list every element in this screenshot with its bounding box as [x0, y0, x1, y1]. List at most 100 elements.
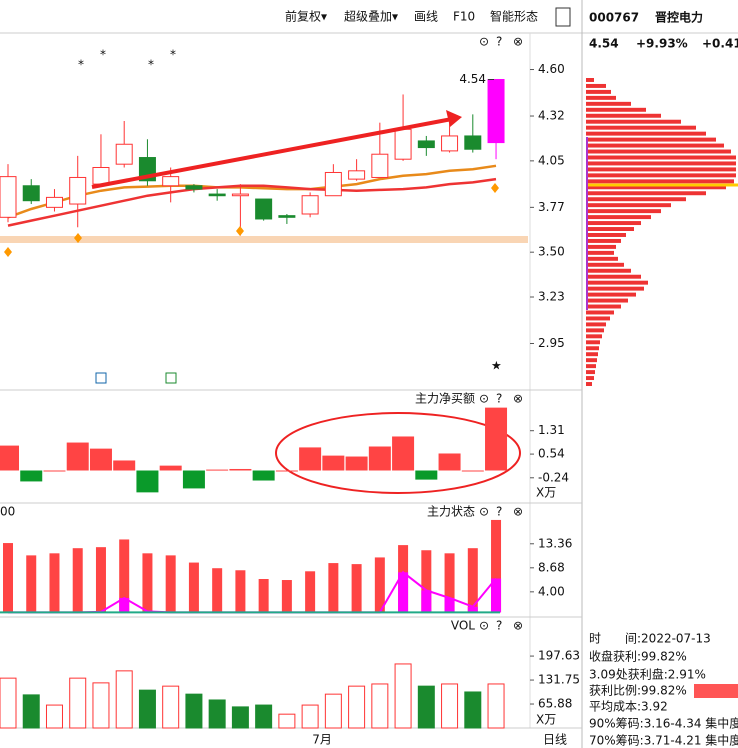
bar — [258, 579, 269, 613]
volume-bar — [69, 677, 87, 729]
y-tick-label: 4.00 — [538, 584, 565, 598]
chip-bar — [586, 262, 624, 267]
y-tick-label: 3.77 — [538, 200, 565, 214]
toolbar-button[interactable]: F10 — [453, 10, 475, 24]
panel-title: 主力状态 — [427, 505, 475, 519]
panel-icon[interactable]: ? — [496, 392, 502, 406]
chip-bar — [586, 286, 644, 291]
bar — [252, 470, 275, 481]
volume-bar — [185, 693, 203, 729]
stock-code: 000767 — [589, 11, 639, 25]
signal-marker — [4, 247, 12, 257]
chip-info: 时 间:2022-07-13 — [589, 632, 711, 646]
bar — [491, 519, 502, 613]
candle-body — [394, 128, 412, 160]
panel-icon[interactable]: ⊙ — [479, 619, 489, 633]
volume-bar — [487, 683, 505, 729]
candle-body — [92, 166, 110, 185]
candle-body — [208, 193, 226, 197]
y-tick-label: 4.60 — [538, 62, 565, 76]
volume-bar — [301, 704, 319, 729]
bar — [72, 548, 83, 613]
chip-bar — [586, 256, 618, 261]
chip-bar — [586, 173, 736, 178]
bar — [398, 572, 409, 613]
candle-body — [441, 135, 459, 152]
star: * — [148, 58, 154, 72]
chip-bar — [586, 292, 636, 297]
candle-body — [278, 215, 296, 218]
y-tick-label: 65.88 — [538, 697, 572, 711]
chip-bar — [586, 185, 726, 190]
panel-icon[interactable]: ⊗ — [513, 619, 523, 633]
candle-body — [185, 185, 203, 190]
bar — [159, 465, 182, 471]
bar — [3, 543, 13, 613]
chip-bar — [586, 125, 696, 130]
support-band — [0, 236, 528, 243]
toolbar-button[interactable]: 超级叠加▾ — [344, 9, 398, 24]
chip-bar — [586, 149, 731, 154]
volume-bar — [394, 663, 412, 729]
toolbar-button[interactable]: 画线 — [414, 10, 438, 24]
bar — [392, 436, 415, 471]
bar — [136, 470, 159, 493]
toolbar-button[interactable]: 智能形态 — [490, 9, 538, 24]
chip-bar — [586, 346, 599, 351]
chip-bar — [586, 227, 634, 231]
volume-bar — [115, 670, 133, 729]
moving-average — [7, 177, 497, 227]
trend-arrow — [91, 117, 453, 189]
y-tick-label: 8.68 — [538, 560, 565, 574]
chip-bar — [586, 78, 594, 82]
panel-icon[interactable]: ? — [496, 619, 502, 633]
chip-bar — [586, 215, 651, 220]
chip-bar — [586, 107, 646, 112]
panel-icon[interactable]: ⊗ — [513, 35, 523, 49]
chip-bar — [586, 131, 706, 136]
y-tick-label: 197.63 — [538, 649, 580, 663]
change: +0.41 — [702, 37, 738, 51]
candle-body — [231, 193, 249, 197]
panel-toggle[interactable] — [555, 7, 571, 27]
bar — [491, 578, 502, 613]
panel-icon[interactable]: ⊗ — [513, 505, 523, 519]
bar — [20, 470, 43, 482]
chip-bar — [586, 83, 606, 88]
panel-icon[interactable]: ? — [496, 35, 502, 49]
panel-icon[interactable]: ⊙ — [479, 505, 489, 519]
volume-bar — [231, 706, 249, 729]
panel-icon[interactable]: ? — [496, 505, 502, 519]
candle-body — [115, 143, 133, 165]
bar — [444, 598, 455, 613]
chip-bar — [586, 310, 614, 315]
bar — [165, 555, 176, 613]
bar — [275, 470, 298, 472]
volume-bar — [348, 685, 366, 729]
candle-body — [348, 170, 366, 180]
bar — [212, 568, 223, 613]
volume-bar — [371, 683, 389, 729]
panel-icon[interactable]: ⊙ — [479, 35, 489, 49]
candle-body — [45, 196, 63, 208]
event-icon[interactable] — [165, 372, 177, 384]
panel-icon[interactable]: ⊗ — [513, 392, 523, 406]
volume-bar — [464, 691, 482, 729]
bar — [119, 539, 130, 613]
bar — [467, 606, 478, 613]
toolbar-button[interactable]: 前复权▾ — [285, 9, 327, 24]
chip-bar — [586, 298, 628, 303]
chip-bar — [586, 358, 597, 363]
event-icon[interactable] — [95, 372, 107, 384]
volume-bar — [255, 704, 273, 729]
chip-info: 收盘获利:99.82% — [589, 649, 687, 664]
volume-bar — [278, 713, 296, 729]
candle-body — [22, 185, 40, 202]
panel-icon[interactable]: ⊙ — [479, 392, 489, 406]
bar — [43, 470, 66, 472]
chip-bar — [586, 167, 736, 172]
bar — [26, 555, 37, 613]
bar — [95, 547, 106, 613]
volume-bar — [45, 704, 63, 729]
